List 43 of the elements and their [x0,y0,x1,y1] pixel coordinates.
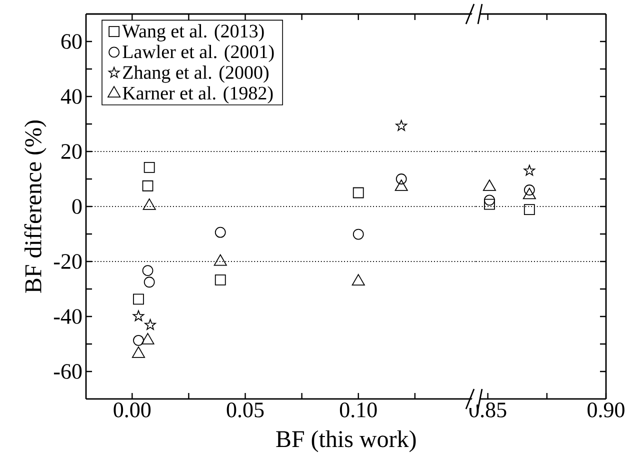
point [142,180,154,192]
x-tick-label: 0.90 [588,402,624,418]
point [142,265,154,276]
y-tick-label: 0 [72,199,82,214]
point [133,334,144,346]
x-axis-title: BF (this work) [276,430,416,452]
point [484,194,495,206]
x-tick-label: 0.00 [114,402,151,418]
point [144,276,155,288]
point [144,162,155,173]
point [132,346,145,358]
point [214,254,227,266]
legend-label: Karner et al. (1982) [122,86,273,104]
point [394,180,408,191]
y-tick-label: -60 [54,364,82,379]
y-tick-label: -20 [54,254,82,269]
legend-label: Zhang et al. (2000) [123,66,268,83]
point [214,274,226,286]
y-tick-label: 40 [60,89,82,104]
point [484,198,495,210]
point [352,274,365,286]
point [524,184,535,196]
point [352,228,364,240]
point [352,187,364,198]
point [396,120,408,131]
legend-label: Lawler et al. (2001) [122,44,274,62]
point [522,188,536,200]
x-tick-label: 0.05 [226,402,264,418]
point [144,319,156,330]
x-tick-label: 0.10 [340,402,377,418]
y-axis-title: BF difference (%) [24,120,46,293]
point [133,294,144,305]
legend-label: Wang et al. (2013) [122,24,264,42]
y-tick-label: 60 [61,34,82,49]
y-tick-label: 20 [61,144,82,159]
y-tick-label: -40 [54,309,82,324]
point [396,174,407,184]
point [524,164,536,176]
point [482,180,496,191]
point [132,310,144,322]
point [524,204,535,215]
point [141,332,154,344]
point [214,226,226,238]
